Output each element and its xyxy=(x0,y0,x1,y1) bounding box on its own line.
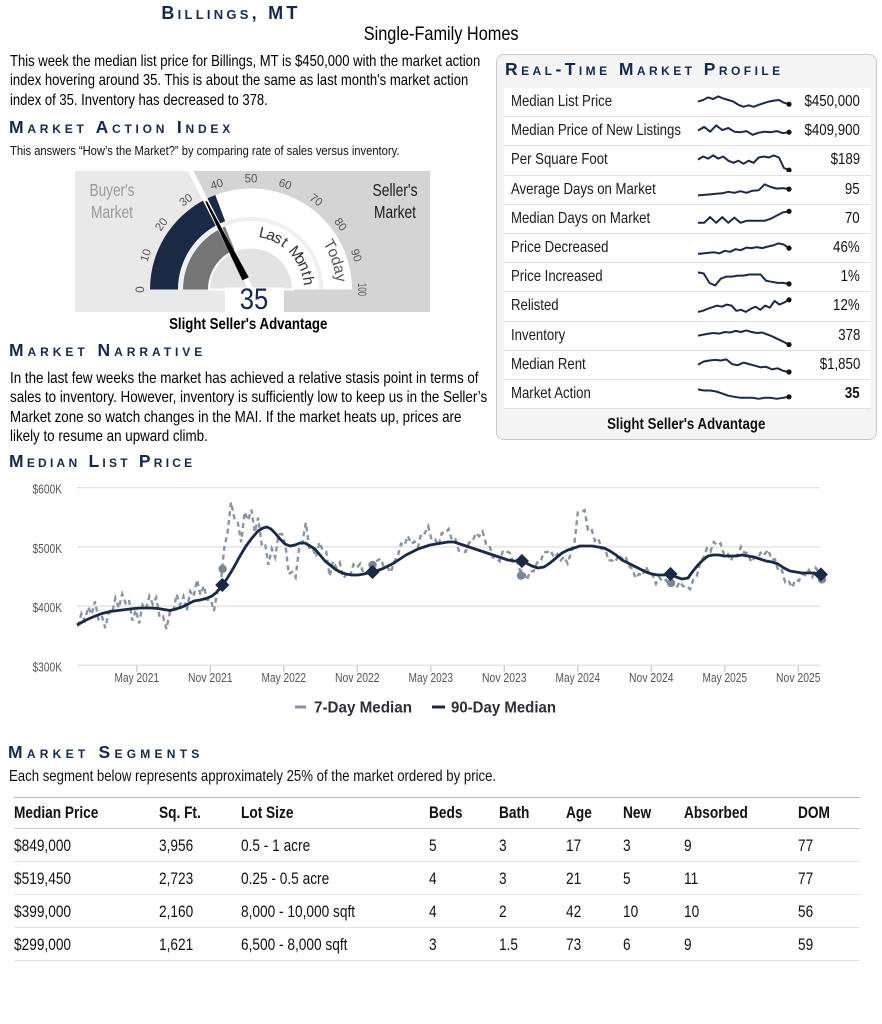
svg-text:Market: Market xyxy=(374,202,416,222)
svg-text:L: L xyxy=(257,224,269,243)
svg-text:7-Day Median: 7-Day Median xyxy=(314,700,412,717)
svg-text:100: 100 xyxy=(355,283,367,296)
svg-text:$400K: $400K xyxy=(33,601,63,615)
svg-text:60: 60 xyxy=(277,177,293,192)
svg-text:Nov 2024: Nov 2024 xyxy=(629,671,674,685)
svg-text:35: 35 xyxy=(240,283,269,312)
svg-text:May 2025: May 2025 xyxy=(703,671,748,685)
svg-text:Nov 2022: Nov 2022 xyxy=(335,671,380,685)
svg-text:10: 10 xyxy=(139,248,154,264)
svg-text:t: t xyxy=(297,269,315,279)
svg-text:h: h xyxy=(299,275,317,286)
svg-text:90: 90 xyxy=(348,248,363,264)
svg-text:May 2024: May 2024 xyxy=(556,671,601,685)
svg-text:May 2023: May 2023 xyxy=(409,671,454,685)
svg-text:y: y xyxy=(331,273,349,283)
svg-text:May 2022: May 2022 xyxy=(262,671,307,685)
svg-text:Nov 2023: Nov 2023 xyxy=(482,671,527,685)
svg-text:90-Day Median: 90-Day Median xyxy=(451,700,556,717)
svg-text:$300K: $300K xyxy=(33,660,63,674)
svg-text:a: a xyxy=(329,263,348,276)
svg-text:Nov 2021: Nov 2021 xyxy=(188,671,233,685)
svg-text:$500K: $500K xyxy=(33,542,63,556)
svg-text:50: 50 xyxy=(245,174,258,186)
svg-text:Seller's: Seller's xyxy=(373,180,418,200)
svg-text:40: 40 xyxy=(209,177,225,192)
svg-text:0: 0 xyxy=(135,286,147,292)
svg-text:May 2021: May 2021 xyxy=(115,671,160,685)
svg-text:$600K: $600K xyxy=(33,483,63,497)
svg-text:Nov 2025: Nov 2025 xyxy=(776,671,821,685)
svg-text:Market: Market xyxy=(91,202,133,222)
svg-text:Buyer's: Buyer's xyxy=(90,180,135,200)
